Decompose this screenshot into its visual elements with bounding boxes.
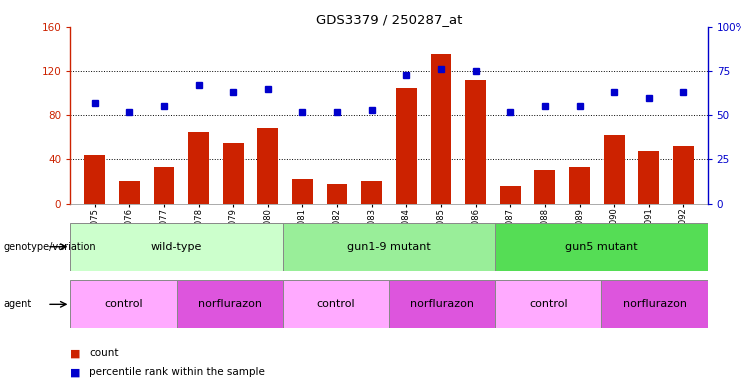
Bar [534, 170, 555, 204]
Bar [188, 132, 209, 204]
Bar [673, 146, 694, 204]
Text: control: control [316, 299, 355, 310]
Bar [70, 280, 176, 328]
Bar [327, 184, 348, 204]
Bar [283, 280, 389, 328]
Bar [176, 280, 283, 328]
Text: agent: agent [4, 299, 32, 310]
Bar [257, 128, 278, 204]
Text: norflurazon: norflurazon [622, 299, 687, 310]
Bar [495, 280, 602, 328]
Bar [495, 223, 708, 271]
Text: percentile rank within the sample: percentile rank within the sample [89, 367, 265, 377]
Text: norflurazon: norflurazon [410, 299, 474, 310]
Bar [465, 80, 486, 204]
Bar [84, 155, 105, 204]
Bar [569, 167, 590, 204]
Bar [500, 186, 521, 204]
Bar [283, 223, 495, 271]
Bar [431, 55, 451, 204]
Bar [604, 135, 625, 204]
Text: gun5 mutant: gun5 mutant [565, 242, 638, 252]
Bar [70, 223, 283, 271]
Text: genotype/variation: genotype/variation [4, 242, 96, 252]
Bar [602, 280, 708, 328]
Bar [153, 167, 174, 204]
Text: control: control [529, 299, 568, 310]
Title: GDS3379 / 250287_at: GDS3379 / 250287_at [316, 13, 462, 26]
Bar [292, 179, 313, 204]
Text: norflurazon: norflurazon [198, 299, 262, 310]
Text: gun1-9 mutant: gun1-9 mutant [347, 242, 431, 252]
Bar [396, 88, 416, 204]
Bar [389, 280, 495, 328]
Text: control: control [104, 299, 143, 310]
Bar [639, 151, 659, 204]
Text: ■: ■ [70, 367, 81, 377]
Text: ■: ■ [70, 348, 81, 358]
Bar [362, 182, 382, 204]
Bar [223, 143, 244, 204]
Text: wild-type: wild-type [151, 242, 202, 252]
Bar [119, 182, 139, 204]
Text: count: count [89, 348, 119, 358]
